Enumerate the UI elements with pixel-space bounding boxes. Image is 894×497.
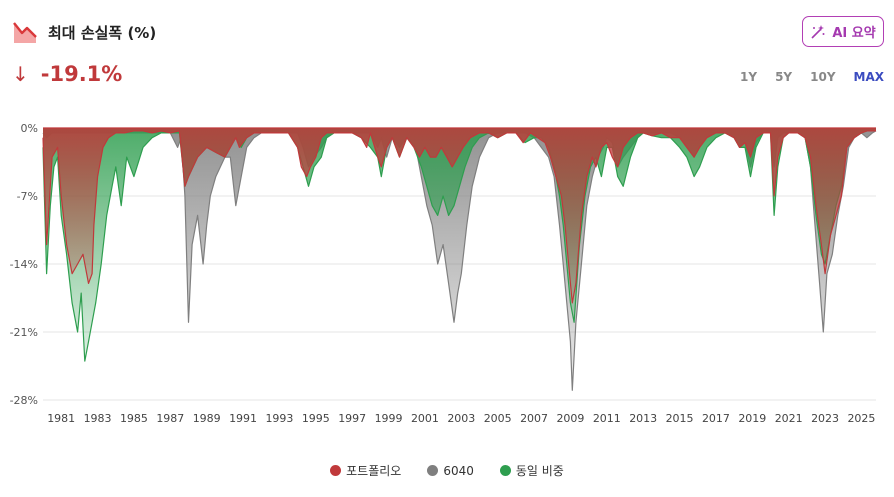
range-selector: 1Y 5Y 10Y MAX	[740, 70, 884, 84]
range-10y-button[interactable]: 10Y	[810, 70, 836, 84]
range-5y-button[interactable]: 5Y	[775, 70, 793, 84]
drawdown-chart-icon	[13, 22, 37, 43]
x-tick-label: 2001	[411, 412, 439, 425]
y-tick-label: -21%	[10, 326, 38, 339]
legend-item-portfolio[interactable]: 포트폴리오	[330, 462, 401, 479]
x-tick-label: 2021	[775, 412, 803, 425]
x-tick-label: 1981	[47, 412, 75, 425]
x-tick-label: 1989	[193, 412, 221, 425]
y-tick-label: 0%	[21, 122, 38, 135]
magic-wand-icon	[811, 24, 825, 39]
x-tick-label: 2019	[738, 412, 766, 425]
range-max-button[interactable]: MAX	[853, 70, 884, 84]
x-tick-label: 1995	[302, 412, 330, 425]
x-tick-label: 1985	[120, 412, 148, 425]
x-tick-label: 2023	[811, 412, 839, 425]
x-tick-label: 2009	[556, 412, 584, 425]
ai-summary-label: AI 요약	[832, 26, 876, 41]
chart-header: 최대 손실폭 (%)	[12, 16, 156, 48]
x-tick-label: 2011	[593, 412, 621, 425]
x-tick-label: 2007	[520, 412, 548, 425]
current-drawdown: ↓ -19.1%	[12, 62, 122, 86]
x-tick-label: 2017	[702, 412, 730, 425]
x-tick-label: 2005	[484, 412, 512, 425]
x-tick-label: 2015	[666, 412, 694, 425]
legend-label-6040: 6040	[443, 463, 474, 478]
y-tick-label: -14%	[10, 258, 38, 271]
x-tick-label: 2025	[847, 412, 875, 425]
area-6040	[43, 128, 876, 391]
legend-label-portfolio: 포트폴리오	[346, 464, 402, 478]
x-tick-label: 1987	[156, 412, 184, 425]
x-tick-label: 2003	[447, 412, 475, 425]
legend-swatch-6040	[427, 465, 439, 476]
ai-summary-button[interactable]: AI 요약	[802, 16, 884, 47]
drawdown-chart: 0% -7% -14% -21% -28% 1981 1983 1985 1987 1989 199…	[10, 122, 877, 425]
range-1y-button[interactable]: 1Y	[740, 70, 758, 84]
y-tick-label: -7%	[17, 190, 38, 203]
y-tick-label: -28%	[10, 394, 38, 407]
line-equal-weight	[42, 130, 876, 362]
page-title: 최대 손실폭 (%)	[48, 23, 157, 42]
legend-swatch-equal-weight	[499, 465, 511, 476]
x-tick-label: 1997	[338, 412, 366, 425]
x-tick-label: 1999	[375, 412, 403, 425]
down-arrow-icon: ↓	[12, 62, 29, 86]
x-tick-label: 1993	[265, 412, 293, 425]
chart-legend: 포트폴리오 6040 동일 비중	[0, 462, 894, 479]
area-equal-weight	[43, 128, 876, 362]
legend-swatch-portfolio	[330, 465, 342, 476]
current-drawdown-value: -19.1%	[40, 62, 123, 86]
x-tick-label: 2013	[629, 412, 657, 425]
x-tick-label: 1983	[84, 412, 112, 425]
legend-item-6040[interactable]: 6040	[427, 462, 474, 479]
legend-label-equal-weight: 동일 비중	[515, 464, 564, 478]
legend-item-equal-weight[interactable]: 동일 비중	[499, 462, 564, 479]
x-tick-label: 1991	[229, 412, 257, 425]
line-portfolio	[42, 130, 876, 304]
